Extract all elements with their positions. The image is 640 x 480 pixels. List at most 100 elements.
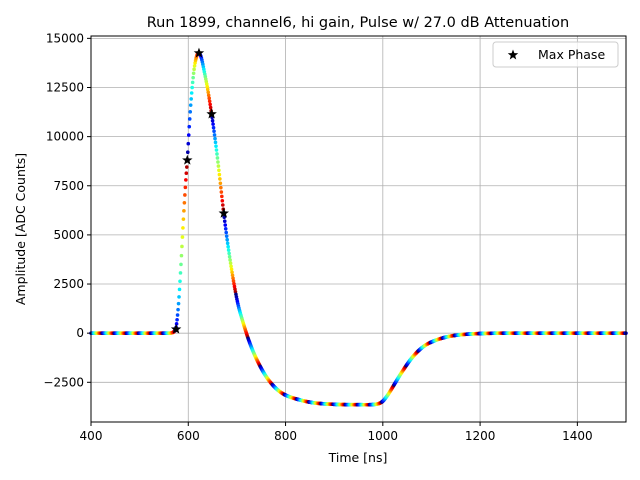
waveform-point bbox=[207, 99, 212, 104]
waveform-point bbox=[181, 226, 185, 230]
waveform-point bbox=[222, 219, 227, 223]
waveform-point bbox=[177, 287, 182, 292]
y-tick-label: 2500 bbox=[53, 277, 84, 291]
legend: Max Phase bbox=[492, 41, 619, 68]
waveform-point bbox=[223, 223, 228, 227]
waveform-point bbox=[219, 190, 224, 194]
waveform-point bbox=[214, 148, 219, 152]
waveform-point bbox=[189, 97, 193, 101]
chart-title: Run 1899, channel6, hi gain, Pulse w/ 27… bbox=[147, 15, 570, 31]
y-tick-label: 5000 bbox=[53, 228, 84, 242]
waveform-point bbox=[208, 105, 213, 110]
waveform-point bbox=[225, 237, 229, 242]
waveform-point bbox=[230, 270, 234, 275]
waveform-series bbox=[89, 51, 628, 407]
x-tick-label: 1000 bbox=[368, 429, 399, 443]
waveform-point bbox=[186, 141, 191, 146]
waveform-point bbox=[216, 164, 221, 168]
waveform-point bbox=[205, 87, 210, 92]
y-tick-label: −2500 bbox=[43, 375, 84, 389]
waveform-point bbox=[188, 103, 193, 107]
grid bbox=[90, 36, 626, 422]
waveform-point bbox=[212, 133, 217, 137]
waveform-point bbox=[191, 71, 196, 76]
y-axis: −2500 0 2500 5000 7500 10000 12500 15000 bbox=[43, 31, 91, 389]
waveform-point bbox=[186, 133, 191, 137]
waveform-point bbox=[187, 117, 192, 121]
waveform-point bbox=[216, 160, 220, 164]
waveform-point bbox=[226, 244, 230, 249]
waveform-point bbox=[231, 276, 235, 280]
waveform-point bbox=[211, 125, 216, 130]
legend-star-marker bbox=[507, 49, 519, 60]
x-axis-label: Time [ns] bbox=[328, 450, 388, 465]
x-tick-label: 800 bbox=[274, 429, 297, 443]
waveform-point bbox=[208, 102, 212, 107]
waveform-point bbox=[229, 264, 233, 269]
y-tick-label: 12500 bbox=[46, 80, 84, 94]
waveform-point bbox=[207, 96, 211, 101]
x-axis: 400 600 800 1000 1200 1400 bbox=[80, 422, 593, 443]
waveform-point bbox=[218, 177, 222, 181]
waveform-point bbox=[189, 91, 194, 95]
waveform-point bbox=[191, 75, 195, 80]
waveform-point bbox=[220, 198, 225, 203]
waveform-point bbox=[210, 118, 215, 123]
waveform-point bbox=[230, 273, 235, 278]
waveform-point bbox=[178, 279, 182, 284]
y-axis-label: Amplitude [ADC Counts] bbox=[13, 153, 28, 305]
x-tick-label: 1200 bbox=[465, 429, 496, 443]
waveform-point bbox=[179, 253, 184, 258]
x-tick-label: 1400 bbox=[562, 429, 593, 443]
waveform-point bbox=[215, 152, 219, 156]
waveform-point bbox=[185, 165, 189, 169]
waveform-point bbox=[179, 262, 183, 267]
waveform-point bbox=[231, 279, 236, 283]
waveform-point bbox=[227, 254, 232, 259]
y-tick-label: 15000 bbox=[46, 31, 84, 45]
plot-frame bbox=[90, 35, 627, 423]
waveform-point bbox=[183, 185, 188, 190]
waveform-point bbox=[190, 85, 194, 90]
waveform-point bbox=[177, 295, 181, 299]
waveform-point bbox=[192, 67, 196, 72]
waveform-point bbox=[213, 136, 217, 141]
waveform-point bbox=[174, 322, 179, 326]
waveform-point bbox=[180, 244, 184, 249]
max-phase-series bbox=[170, 47, 230, 334]
waveform-point bbox=[192, 64, 197, 68]
waveform-point bbox=[182, 209, 186, 213]
waveform-point bbox=[175, 317, 179, 322]
legend-box bbox=[492, 41, 619, 68]
waveform-point bbox=[183, 193, 187, 197]
waveform-point bbox=[224, 230, 229, 235]
waveform-point bbox=[232, 284, 237, 289]
max-phase-marker bbox=[218, 207, 230, 218]
waveform-point bbox=[190, 80, 195, 85]
waveform-point bbox=[184, 171, 189, 175]
waveform-point bbox=[211, 122, 215, 126]
waveform-point bbox=[219, 185, 223, 190]
waveform-point bbox=[175, 313, 180, 317]
waveform-point bbox=[176, 301, 181, 306]
waveform-point bbox=[214, 144, 218, 148]
waveform-point bbox=[213, 140, 218, 145]
waveform-point bbox=[227, 251, 231, 256]
waveform-point bbox=[184, 178, 188, 182]
y-tick-label: 10000 bbox=[46, 130, 84, 144]
max-phase-marker bbox=[193, 47, 205, 58]
waveform-point bbox=[228, 258, 232, 262]
waveform-point bbox=[221, 203, 225, 207]
waveform-point bbox=[176, 307, 180, 312]
waveform-point bbox=[217, 168, 221, 173]
waveform-point bbox=[228, 261, 233, 265]
max-phase-marker bbox=[170, 323, 182, 334]
waveform-point bbox=[224, 234, 229, 238]
max-phase-marker bbox=[182, 154, 193, 165]
waveform-point bbox=[217, 172, 222, 177]
waveform-point bbox=[215, 156, 220, 160]
max-phase-marker bbox=[206, 108, 217, 119]
waveform-point bbox=[178, 271, 183, 275]
waveform-point bbox=[182, 200, 187, 205]
